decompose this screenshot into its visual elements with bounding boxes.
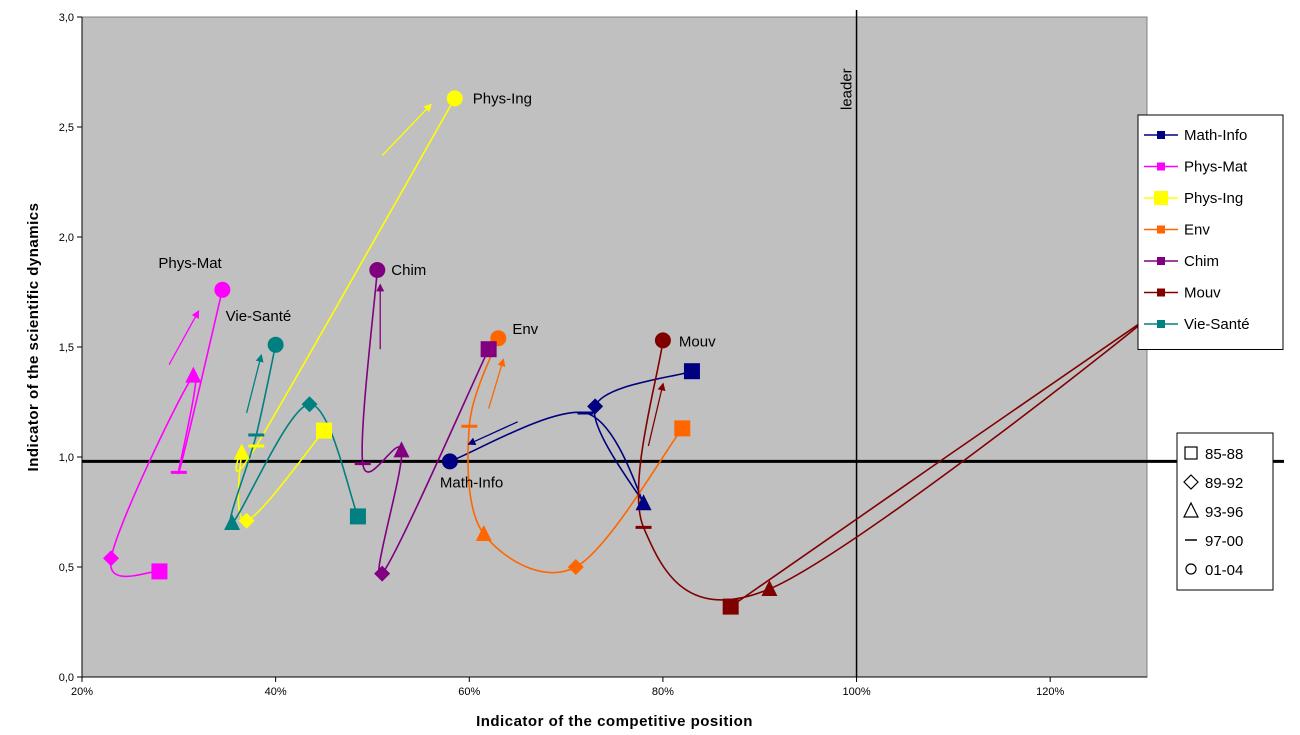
point-2-4	[446, 90, 463, 107]
legend-marker-2	[1154, 191, 1168, 205]
series-arrow-2	[381, 103, 432, 157]
point-2-0	[316, 422, 333, 439]
legend-entry-2: Phys-Ing	[1184, 190, 1243, 207]
series-label-5: Mouv	[679, 333, 716, 350]
series-arrow-5	[647, 382, 666, 447]
series-label-3: Env	[512, 321, 538, 338]
legend-entry-5: Mouv	[1184, 285, 1221, 302]
leader-label: leader	[839, 68, 856, 110]
y-tick-label-3: 1,5	[59, 342, 74, 354]
series-label-6: Vie-Santé	[226, 308, 292, 325]
y-tick-label-5: 2,5	[59, 122, 74, 134]
x-tick-label-5: 120%	[1036, 686, 1064, 698]
point-4-4	[369, 262, 386, 278]
point-4-0	[480, 341, 497, 358]
series-label-2: Phys-Ing	[473, 90, 532, 107]
series-line-2	[235, 98, 456, 522]
series-line-5	[637, 317, 1148, 608]
x-tick-label-4: 100%	[842, 686, 870, 698]
x-tick-label-3: 80%	[652, 686, 674, 698]
legend-marker-0	[1157, 131, 1165, 139]
legend-marker-3	[1157, 225, 1165, 234]
legend-entry-4: Chim	[1184, 253, 1219, 270]
point-6-0	[349, 508, 366, 525]
legend-entry-3: Env	[1184, 222, 1210, 239]
y-tick-label-2: 1,0	[59, 452, 74, 464]
legend-entry-6: Vie-Santé	[1184, 316, 1250, 333]
point-4-2	[393, 441, 410, 458]
point-6-4	[267, 336, 284, 353]
period-marker-2	[1183, 501, 1199, 518]
point-3-2	[475, 525, 492, 541]
point-6-2	[224, 514, 241, 530]
point-4-1	[374, 565, 391, 582]
period-label-2: 93-96	[1205, 504, 1243, 521]
point-3-0	[674, 420, 691, 437]
point-1-1	[103, 550, 120, 567]
x-axis-title: Indicator of the competitive position	[476, 713, 753, 730]
x-tick-label-1: 40%	[265, 686, 287, 698]
period-marker-0	[1184, 446, 1198, 460]
period-label-1: 89-92	[1205, 475, 1243, 492]
x-tick-label-0: 20%	[71, 686, 93, 698]
y-axis-title: Indicator of the scientific dynamics	[25, 203, 42, 472]
point-0-2	[635, 494, 652, 511]
series-label-1: Phys-Mat	[158, 255, 222, 272]
point-5-2	[761, 580, 778, 596]
series-legend: Math-Info Phys-Mat Phys-Ing Env Chim Mouv Vie-…	[1137, 114, 1284, 350]
y-tick-label-6: 3,0	[59, 12, 74, 24]
plot-area	[81, 16, 1148, 678]
period-label-0: 85-88	[1205, 446, 1243, 463]
y-tick-label-4: 2,0	[59, 232, 74, 244]
point-5-4	[654, 332, 671, 349]
y-tick-label-0: 0,0	[59, 672, 74, 684]
period-label-4: 01-04	[1205, 562, 1243, 579]
series-arrow-6	[245, 353, 264, 414]
point-3-1	[567, 559, 584, 575]
point-1-0	[151, 563, 168, 580]
point-2-1	[238, 512, 255, 529]
series-arrow-0	[467, 421, 518, 445]
series-arrow-3	[488, 358, 506, 409]
point-1-2	[185, 366, 202, 383]
legend-marker-1	[1157, 162, 1165, 171]
legend-entry-0: Math-Info	[1184, 127, 1247, 144]
period-label-3: 97-00	[1205, 533, 1243, 550]
legend-marker-5	[1157, 288, 1165, 297]
period-marker-1	[1183, 474, 1199, 490]
y-tick-label-1: 0,5	[59, 562, 74, 574]
period-legend: 85-88 89-92 93-96 97-00 01-04	[1176, 432, 1274, 591]
legend-marker-4	[1157, 257, 1165, 265]
point-0-4	[441, 453, 458, 470]
series-label-0: Math-Info	[440, 474, 503, 491]
point-6-1	[301, 396, 318, 413]
point-5-0	[722, 598, 739, 615]
point-2-2	[233, 443, 250, 460]
legend-entry-1: Phys-Mat	[1184, 159, 1248, 176]
series-arrow-1	[168, 310, 200, 365]
x-tick-label-2: 60%	[458, 686, 480, 698]
point-0-0	[683, 363, 700, 380]
point-1-4	[214, 281, 231, 298]
legend-marker-6	[1157, 320, 1165, 328]
series-label-4: Chim	[391, 262, 426, 279]
period-marker-4	[1185, 563, 1197, 575]
point-0-1	[587, 398, 604, 415]
